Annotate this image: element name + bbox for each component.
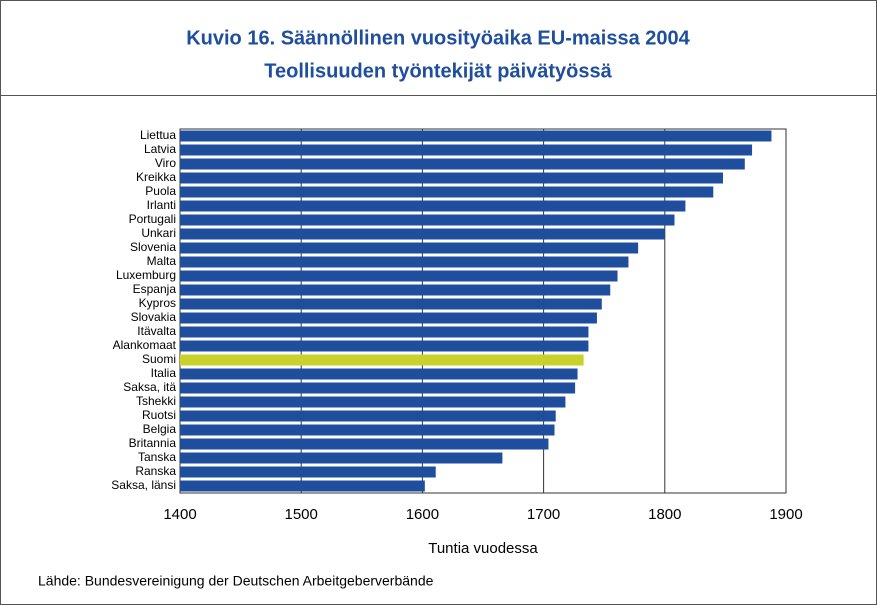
x-tick-label: 1500 xyxy=(285,506,318,523)
y-tick-label: Belgia xyxy=(143,422,177,436)
bar xyxy=(180,312,597,324)
y-tick-label: Malta xyxy=(147,254,177,268)
y-tick-label: Viro xyxy=(155,156,176,170)
bar xyxy=(180,382,576,394)
bar xyxy=(180,214,675,226)
bar xyxy=(180,410,556,422)
bar xyxy=(180,172,723,184)
y-tick-label: Irlanti xyxy=(147,198,176,212)
bar xyxy=(180,424,555,436)
y-tick-label: Espanja xyxy=(133,282,177,296)
y-tick-label: Kypros xyxy=(139,296,176,310)
source-note: Lähde: Bundesvereinigung der Deutschen A… xyxy=(38,573,434,589)
y-tick-label: Suomi xyxy=(142,352,176,366)
y-tick-label: Liettua xyxy=(140,128,176,142)
y-tick-label: Kreikka xyxy=(136,170,176,184)
x-tick-label: 1800 xyxy=(648,506,681,523)
bar xyxy=(180,284,611,296)
y-tick-label: Tshekki xyxy=(136,394,176,408)
y-tick-label: Portugali xyxy=(129,212,176,226)
bar xyxy=(180,396,566,408)
bar xyxy=(180,158,745,170)
bar xyxy=(180,326,589,338)
y-tick-label: Ruotsi xyxy=(142,408,176,422)
bar xyxy=(180,368,578,380)
bar xyxy=(180,298,602,310)
x-tick-label: 1700 xyxy=(527,506,560,523)
chart-subtitle: Teollisuuden työntekijät päivätyössä xyxy=(264,60,612,82)
y-tick-label: Ranska xyxy=(135,464,176,478)
y-tick-label: Britannia xyxy=(129,436,177,450)
x-axis-label: Tuntia vuodessa xyxy=(428,540,538,557)
bar xyxy=(180,144,753,156)
y-tick-label: Italia xyxy=(151,366,177,380)
y-tick-label: Tanska xyxy=(138,450,176,464)
bar xyxy=(180,186,714,198)
y-tick-label: Alankomaat xyxy=(113,338,177,352)
bar xyxy=(180,466,436,478)
x-tick-label: 1900 xyxy=(769,506,802,523)
y-tick-label: Luxemburg xyxy=(116,268,176,282)
bar xyxy=(180,130,772,142)
y-tick-label: Slovenia xyxy=(130,240,176,254)
bar xyxy=(180,340,589,352)
x-tick-label: 1600 xyxy=(406,506,439,523)
plot-border xyxy=(179,128,787,494)
y-tick-label: Saksa, itä xyxy=(123,380,176,394)
chart-title: Kuvio 16. Säännöllinen vuosityöaika EU-m… xyxy=(186,27,690,49)
y-tick-label: Saksa, länsi xyxy=(111,478,176,492)
bar xyxy=(180,452,503,464)
bar xyxy=(180,228,665,240)
y-tick-label: Itävalta xyxy=(137,324,176,338)
y-tick-label: Slovakia xyxy=(131,310,177,324)
x-tick-label: 1400 xyxy=(163,506,196,523)
y-tick-label: Unkari xyxy=(141,226,176,240)
bar xyxy=(180,242,639,254)
bar xyxy=(180,480,425,492)
bar xyxy=(180,256,629,268)
y-tick-label: Latvia xyxy=(144,142,176,156)
y-tick-label: Puola xyxy=(145,184,176,198)
bar xyxy=(180,438,549,450)
bar xyxy=(180,270,618,282)
bar xyxy=(180,354,584,366)
bar xyxy=(180,200,686,212)
